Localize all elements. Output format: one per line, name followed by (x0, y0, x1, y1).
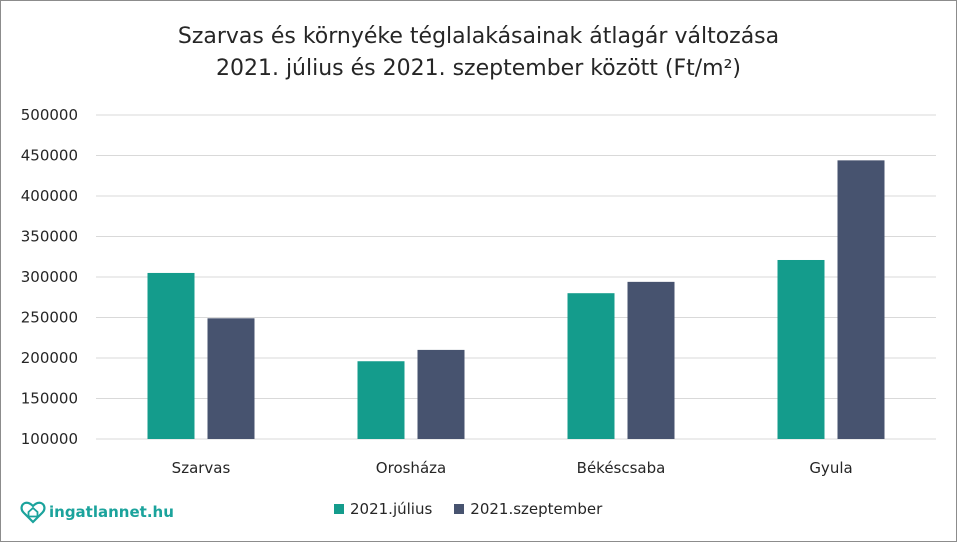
chart-title-line-2: 2021. július és 2021. szeptember között … (215, 56, 742, 81)
legend-item-series-1: 2021.július (334, 500, 432, 518)
x-category-label: Orosháza (376, 459, 446, 477)
legend-label-series-1: 2021.július (350, 500, 433, 518)
bar-1-szarvas (147, 272, 195, 439)
bar-1-békéscsaba (567, 293, 615, 439)
y-tick-label: 500000 (21, 106, 78, 124)
brand-logo[interactable]: ingatlannet.hu (20, 500, 174, 524)
bar-2-békéscsaba (627, 281, 675, 439)
bar-2-orosháza (417, 349, 465, 439)
x-category-label: Szarvas (172, 459, 231, 477)
x-category-label: Gyula (809, 459, 852, 477)
y-tick-label: 350000 (21, 228, 78, 246)
y-tick-label: 200000 (21, 349, 78, 367)
bar-2-szarvas (207, 318, 255, 439)
y-tick-label: 450000 (21, 147, 78, 165)
legend-item-series-2: 2021.szeptember (454, 500, 602, 518)
y-tick-label: 300000 (21, 268, 78, 286)
brand-logo-text: ingatlannet.hu (49, 503, 174, 521)
x-category-label: Békéscsaba (577, 459, 666, 477)
bar-2-gyula (837, 160, 885, 440)
legend-swatch-series-1 (334, 504, 344, 514)
y-tick-label: 250000 (21, 309, 78, 327)
legend-label-series-2: 2021.szeptember (470, 500, 603, 518)
heart-house-icon (20, 501, 46, 524)
chart-title-line-1: Szarvas és környéke téglalakásainak átla… (177, 24, 780, 49)
y-tick-label: 100000 (21, 430, 78, 448)
bar-1-orosháza (357, 361, 405, 439)
y-tick-label: 400000 (21, 187, 78, 205)
bar-1-gyula (777, 259, 825, 439)
legend-swatch-series-2 (454, 504, 465, 514)
chart-title: Szarvas és környéke téglalakásainak átla… (1, 21, 956, 85)
y-tick-label: 150000 (21, 390, 78, 408)
chart-legend: 2021.július 2021.szeptember (334, 500, 602, 518)
